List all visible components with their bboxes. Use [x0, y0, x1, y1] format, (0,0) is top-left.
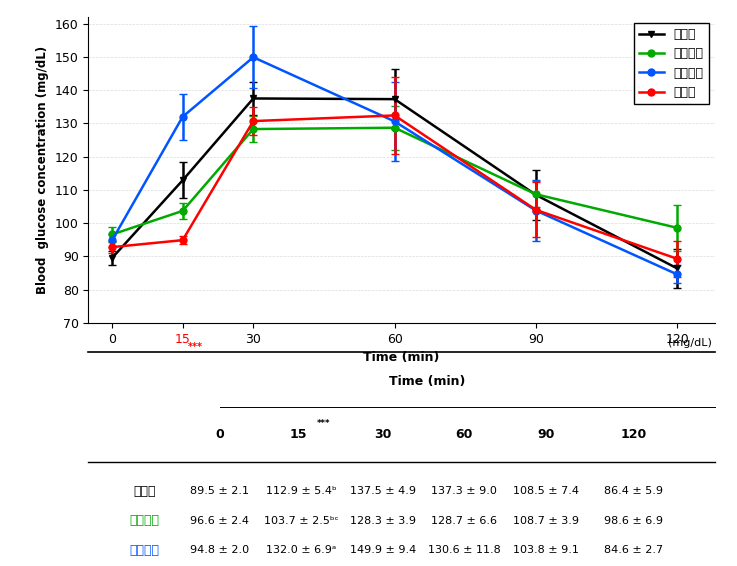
Text: 137.3 ± 9.0: 137.3 ± 9.0 — [431, 486, 497, 496]
Text: 112.9 ± 5.4ᵇ: 112.9 ± 5.4ᵇ — [266, 486, 337, 496]
Text: 60: 60 — [455, 428, 473, 441]
Text: 15: 15 — [290, 428, 307, 441]
Text: 108.5 ± 7.4: 108.5 ± 7.4 — [513, 486, 579, 496]
Text: 128.3 ± 3.9: 128.3 ± 3.9 — [350, 516, 416, 526]
Text: 89.5 ± 2.1: 89.5 ± 2.1 — [190, 486, 250, 496]
X-axis label: Time (min): Time (min) — [363, 351, 440, 365]
Legend: 포도당, 찐옥수수, 옥수수죽, 강냉이: 포도당, 찐옥수수, 옥수수죽, 강냉이 — [634, 23, 709, 104]
Text: 132.0 ± 6.9ᵃ: 132.0 ± 6.9ᵃ — [266, 546, 337, 555]
Text: 108.7 ± 3.9: 108.7 ± 3.9 — [513, 516, 579, 526]
Text: 120: 120 — [621, 428, 646, 441]
Text: 포도당: 포도당 — [133, 485, 156, 498]
Text: 130.6 ± 11.8: 130.6 ± 11.8 — [428, 546, 500, 555]
Text: 30: 30 — [374, 428, 391, 441]
Text: 128.7 ± 6.6: 128.7 ± 6.6 — [431, 516, 497, 526]
Text: ***: *** — [317, 419, 331, 428]
Text: 옥수수죽: 옥수수죽 — [130, 544, 160, 557]
Text: 137.5 ± 4.9: 137.5 ± 4.9 — [350, 486, 416, 496]
Text: 103.7 ± 2.5ᵇᶜ: 103.7 ± 2.5ᵇᶜ — [264, 516, 339, 526]
Text: 98.6 ± 6.9: 98.6 ± 6.9 — [604, 516, 663, 526]
Text: 84.6 ± 2.7: 84.6 ± 2.7 — [604, 546, 663, 555]
Text: 96.6 ± 2.4: 96.6 ± 2.4 — [190, 516, 250, 526]
Text: 0: 0 — [216, 428, 224, 441]
Text: 94.8 ± 2.0: 94.8 ± 2.0 — [190, 546, 250, 555]
Text: 90: 90 — [537, 428, 554, 441]
Text: Time (min): Time (min) — [388, 375, 465, 388]
Text: 103.8 ± 9.1: 103.8 ± 9.1 — [513, 546, 579, 555]
Y-axis label: Blood  glucose concentration (mg/dL): Blood glucose concentration (mg/dL) — [36, 46, 49, 294]
Text: 149.9 ± 9.4: 149.9 ± 9.4 — [350, 546, 416, 555]
Text: 찐옥수수: 찐옥수수 — [130, 514, 160, 528]
Text: (mg/dL): (mg/dL) — [668, 338, 712, 348]
Text: 86.4 ± 5.9: 86.4 ± 5.9 — [604, 486, 663, 496]
Text: ***: *** — [188, 342, 203, 353]
